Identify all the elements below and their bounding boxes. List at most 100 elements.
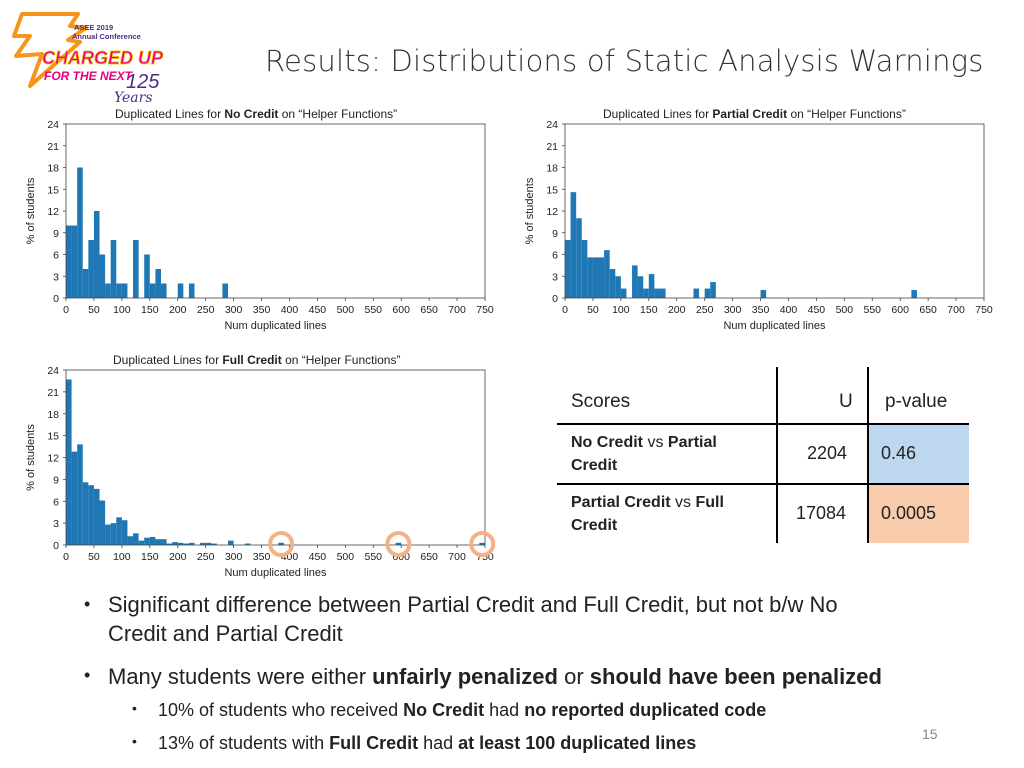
y-tick-label: 18	[47, 163, 59, 175]
y-tick-label: 0	[53, 293, 59, 305]
highlight-circle	[268, 531, 295, 557]
x-tick-label: 650	[420, 304, 438, 316]
y-tick-label: 9	[53, 474, 59, 486]
x-tick-label: 0	[562, 304, 568, 316]
x-tick-label: 450	[309, 551, 327, 563]
sub-bullet-no-credit: 10% of students who received No Credit h…	[158, 700, 767, 720]
histogram-bar	[88, 240, 94, 298]
x-tick-label: 400	[281, 551, 299, 563]
histogram-bar	[693, 288, 700, 298]
chart-title-partial-credit: Duplicated Lines for Partial Credit on “…	[603, 107, 906, 121]
highlight-circle	[469, 531, 496, 557]
histogram-bar	[77, 167, 83, 298]
histogram-bar	[166, 543, 173, 545]
plot-frame	[65, 369, 486, 546]
histogram-bar	[110, 523, 117, 545]
histogram-bar	[637, 276, 644, 298]
logo-line3: CHARGED UP	[42, 48, 164, 68]
x-tick-label: 650	[919, 304, 937, 316]
histogram-bar	[149, 283, 156, 298]
x-tick-label: 50	[88, 304, 100, 316]
p-value-2: 0.0005	[881, 503, 937, 523]
histogram-bar	[188, 283, 195, 298]
x-tick-label: 750	[476, 304, 494, 316]
histogram-bar	[620, 288, 627, 298]
x-tick-label: 100	[612, 304, 630, 316]
histogram-bar	[576, 218, 582, 298]
y-tick-label: 3	[53, 518, 59, 530]
x-tick-label: 500	[836, 304, 854, 316]
sub-bullet-dot-1: •	[132, 700, 137, 716]
x-tick-label: 750	[476, 551, 494, 563]
x-tick-label: 550	[864, 304, 882, 316]
y-tick-label: 24	[47, 119, 59, 131]
logo-line1: ASEE 2019	[74, 23, 113, 32]
y-tick-label: 6	[53, 250, 59, 262]
x-tick-label: 250	[197, 304, 215, 316]
histogram-bar	[570, 192, 577, 298]
histogram-bar	[760, 290, 767, 298]
x-tick-label: 600	[392, 304, 410, 316]
y-axis-label: % of students	[25, 424, 37, 491]
histogram-bar	[93, 488, 100, 545]
histogram-bar	[648, 274, 655, 298]
x-tick-label: 400	[281, 304, 299, 316]
sub-bullet-dot-2: •	[132, 733, 137, 749]
histogram-bar	[704, 288, 711, 298]
plot-frame	[564, 123, 985, 299]
y-tick-label: 0	[552, 293, 558, 305]
row-label-2: Partial Credit vs Full Credit	[571, 494, 724, 534]
histogram-bar	[93, 211, 100, 298]
bullet-dot-1: •	[84, 594, 91, 614]
bullet-significant-difference: Significant difference between Partial C…	[108, 592, 838, 646]
y-tick-label: 15	[47, 184, 59, 196]
logo-line2: Annual Conference	[72, 32, 141, 41]
sub-bullet-full-credit: 13% of students with Full Credit had at …	[158, 733, 697, 753]
table-grid	[557, 367, 969, 543]
histogram-bar	[127, 536, 134, 545]
y-tick-label: 24	[546, 119, 558, 131]
x-tick-label: 300	[225, 304, 243, 316]
p-value-1: 0.46	[881, 443, 917, 463]
histogram-bar	[581, 240, 588, 298]
histogram-bar	[133, 240, 139, 298]
histogram-bar	[172, 542, 178, 545]
logo-line5: 125	[126, 71, 160, 93]
histogram-bar	[155, 539, 161, 545]
header-scores: Scores	[571, 391, 631, 412]
histogram-bar	[643, 288, 649, 298]
x-tick-label: 150	[141, 304, 159, 316]
x-tick-label: 100	[113, 304, 131, 316]
y-tick-label: 21	[47, 141, 59, 153]
histogram-bar	[105, 283, 111, 298]
bullet-many-students: Many students were either unfairly penal…	[108, 664, 882, 689]
histogram-bar	[205, 542, 212, 545]
x-tick-label: 200	[668, 304, 686, 316]
x-tick-label: 600	[891, 304, 909, 316]
histogram-bar	[77, 444, 83, 545]
histogram-bar	[99, 500, 106, 545]
x-tick-label: 700	[448, 304, 466, 316]
x-tick-label: 450	[309, 304, 327, 316]
histogram-bar	[110, 240, 117, 298]
logo-line6: Years	[114, 90, 153, 104]
x-tick-label: 250	[696, 304, 714, 316]
x-tick-label: 350	[752, 304, 770, 316]
y-tick-label: 6	[552, 250, 558, 262]
histogram-bar	[177, 283, 184, 298]
histogram-bar	[228, 540, 234, 545]
histogram-bar	[116, 283, 122, 298]
histogram-bar	[200, 542, 206, 545]
histogram-bar	[133, 533, 139, 545]
x-tick-label: 150	[141, 551, 159, 563]
histogram-bar	[82, 482, 89, 545]
histogram-bar	[632, 265, 638, 298]
chart-title-full-credit: Duplicated Lines for Full Credit on “Hel…	[113, 353, 401, 367]
chart-title-no-credit: Duplicated Lines for No Credit on “Helpe…	[115, 107, 398, 121]
y-tick-label: 15	[546, 184, 558, 196]
conference-logo: ASEE 2019 Annual Conference CHARGED UP F…	[8, 6, 168, 106]
slide-title: Results: Distributions of Static Analysi…	[265, 44, 984, 78]
histogram-bar	[105, 524, 111, 545]
y-tick-label: 3	[53, 271, 59, 283]
logo-line4: FOR THE NEXT	[44, 69, 134, 83]
